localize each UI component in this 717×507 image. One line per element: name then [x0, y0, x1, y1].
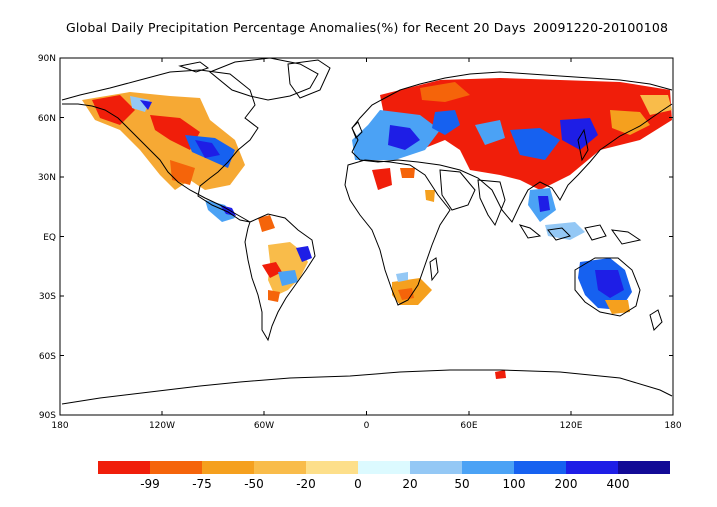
colorbar-swatch — [410, 461, 462, 474]
y-tick-label: 90S — [39, 411, 56, 421]
colorbar-label: 50 — [454, 477, 469, 491]
colorbar: -99 -75 -50 -20 0 20 50 100 200 400 — [98, 461, 670, 491]
colorbar-swatch — [98, 461, 150, 474]
map-title: Global Daily Precipitation Percentage An… — [0, 20, 717, 42]
colorbar-label: -99 — [140, 477, 160, 491]
colorbar-swatch — [254, 461, 306, 474]
coastlines — [61, 58, 673, 405]
title-date-range: 20091220-20100108 — [533, 20, 669, 35]
colorbar-label: 20 — [402, 477, 417, 491]
x-tick-label: 0 — [364, 421, 370, 431]
title-text: Global Daily Precipitation Percentage An… — [66, 20, 526, 35]
x-tick-label: 120E — [560, 421, 583, 431]
colorbar-swatch — [358, 461, 410, 474]
colorbar-swatch — [566, 461, 618, 474]
anomaly-field — [82, 78, 672, 379]
y-tick-label: 30N — [38, 173, 56, 183]
y-tick-label: 30S — [39, 292, 56, 302]
colorbar-swatch — [306, 461, 358, 474]
colorbar-label: 200 — [555, 477, 578, 491]
y-tick-label: EQ — [43, 233, 56, 243]
x-tick-label: 120W — [149, 421, 175, 431]
y-tick-label: 60S — [39, 352, 56, 362]
colorbar-label: -50 — [244, 477, 264, 491]
colorbar-swatch — [462, 461, 514, 474]
y-tick-label: 60N — [38, 114, 56, 124]
colorbar-label: -20 — [296, 477, 316, 491]
x-tick-label: 60W — [254, 421, 274, 431]
x-tick-label: 60E — [460, 421, 477, 431]
colorbar-swatch — [150, 461, 202, 474]
colorbar-swatch — [514, 461, 566, 474]
colorbar-label: 0 — [354, 477, 362, 491]
colorbar-label: -75 — [192, 477, 212, 491]
x-axis: 180 120W 60W 0 60E 120E 180 — [51, 58, 682, 431]
colorbar-label: 100 — [503, 477, 526, 491]
colorbar-swatch — [618, 461, 670, 474]
x-tick-label: 180 — [51, 421, 68, 431]
x-tick-label: 180 — [664, 421, 681, 431]
y-axis: 90N 60N 30N EQ 30S 60S 90S — [38, 54, 673, 421]
colorbar-swatch — [202, 461, 254, 474]
y-tick-label: 90N — [38, 54, 56, 64]
colorbar-label: 400 — [607, 477, 630, 491]
